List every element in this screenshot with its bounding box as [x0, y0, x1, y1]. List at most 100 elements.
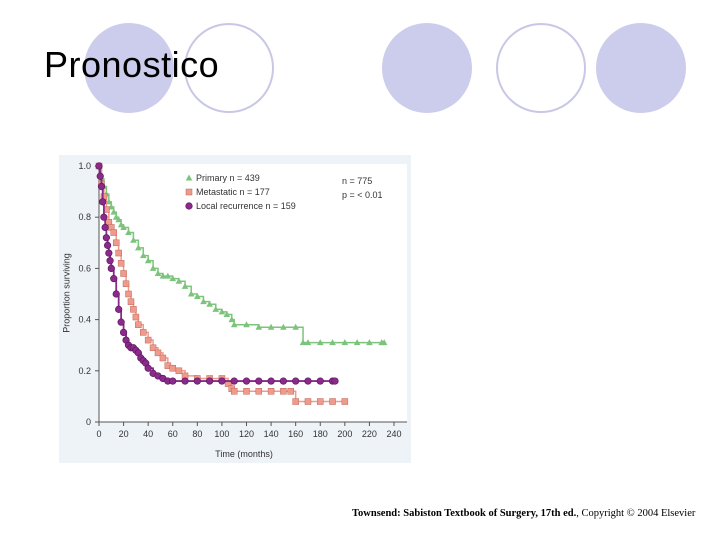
series-3: [95, 162, 339, 385]
data-point: [125, 229, 132, 236]
data-point: [206, 377, 214, 385]
data-point: [101, 223, 109, 232]
data-point: [280, 388, 287, 395]
data-point: [115, 249, 122, 257]
data-point: [181, 377, 189, 385]
data-point: [287, 388, 294, 395]
data-point: [230, 388, 238, 395]
data-point: [149, 344, 157, 352]
data-point: [110, 208, 118, 215]
data-point: [267, 377, 275, 385]
data-point: [299, 339, 307, 346]
data-point: [304, 398, 312, 405]
data-point: [212, 305, 220, 312]
data-point: [120, 270, 127, 277]
data-point: [102, 234, 110, 242]
slide-title: Pronostico: [44, 44, 220, 85]
data-point: [366, 339, 373, 346]
legend-marker: [185, 202, 193, 210]
data-point: [194, 293, 201, 300]
data-point: [187, 290, 195, 297]
data-point: [380, 339, 388, 346]
data-point: [149, 264, 157, 271]
y-tick-label: 0.4: [78, 315, 91, 325]
data-point: [292, 323, 299, 330]
plot-area: [99, 164, 407, 422]
data-point: [112, 239, 120, 247]
x-tick-label: 120: [239, 429, 254, 439]
y-tick-label: 0: [86, 417, 91, 427]
legend-entry: Metastatic n = 177: [196, 187, 270, 197]
data-point: [181, 282, 189, 289]
data-point: [206, 300, 213, 307]
data-point: [243, 388, 250, 395]
data-point: [316, 377, 324, 385]
data-point: [110, 229, 117, 236]
x-tick-label: 20: [119, 429, 129, 439]
data-point: [164, 272, 172, 279]
series-1: [95, 162, 388, 346]
x-tick-label: 80: [192, 429, 202, 439]
x-tick-label: 160: [288, 429, 303, 439]
data-point: [122, 280, 130, 288]
data-point: [331, 377, 339, 385]
data-point: [329, 398, 336, 405]
data-point: [104, 241, 112, 249]
data-point: [107, 203, 115, 210]
x-axis-label: Time (months): [215, 449, 273, 459]
data-point: [169, 364, 176, 372]
y-axis-label: Proportion surviving: [61, 253, 71, 333]
data-point: [117, 260, 125, 267]
data-point: [105, 249, 113, 257]
data-point: [130, 306, 137, 313]
legend-marker: [185, 174, 193, 181]
data-point: [193, 377, 201, 385]
data-point: [243, 321, 250, 328]
data-point: [120, 223, 127, 230]
data-point: [353, 339, 361, 346]
data-point: [200, 298, 207, 305]
annotation-p: p = < 0.01: [342, 190, 383, 200]
data-point: [135, 321, 142, 328]
x-tick-label: 220: [362, 429, 377, 439]
data-point: [169, 275, 177, 282]
decorative-circle-2: [184, 23, 274, 113]
data-point: [304, 377, 312, 385]
x-tick-label: 240: [386, 429, 401, 439]
data-point: [175, 277, 183, 284]
data-point: [159, 272, 167, 279]
data-point: [95, 162, 103, 170]
data-point: [154, 349, 162, 357]
data-point: [175, 367, 183, 375]
data-point: [144, 364, 152, 372]
data-point: [267, 388, 275, 395]
x-tick-label: 180: [313, 429, 328, 439]
data-point: [115, 216, 122, 223]
data-point: [130, 236, 137, 243]
x-tick-label: 0: [96, 429, 101, 439]
legend-entry: Local recurrence n = 159: [196, 201, 296, 211]
data-point: [341, 339, 349, 346]
data-point: [106, 257, 114, 265]
data-point: [255, 388, 263, 395]
x-tick-label: 100: [214, 429, 229, 439]
citation: Townsend: Sabiston Textbook of Surgery, …: [352, 508, 695, 519]
data-point: [119, 328, 128, 336]
y-tick-label: 0.6: [78, 263, 91, 273]
data-point: [112, 290, 120, 298]
x-tick-label: 140: [264, 429, 279, 439]
data-point: [140, 329, 147, 336]
data-point: [255, 377, 263, 385]
decorative-circle-4: [496, 23, 586, 113]
survival-chart-panel: 0 20 40 60 80 100 120 140 160 180 200 220 240 0 0.2 0.4…: [59, 155, 411, 463]
data-point: [316, 339, 324, 346]
decorative-circle-1: [84, 23, 174, 113]
citation-reference: Townsend: Sabiston Textbook of Surgery, …: [352, 508, 577, 519]
data-point: [135, 244, 142, 251]
data-point: [223, 310, 231, 317]
data-point: [292, 398, 299, 405]
x-tick-label: 200: [337, 429, 352, 439]
legend-marker: [185, 188, 193, 196]
data-point: [110, 275, 118, 283]
data-point: [267, 323, 275, 330]
